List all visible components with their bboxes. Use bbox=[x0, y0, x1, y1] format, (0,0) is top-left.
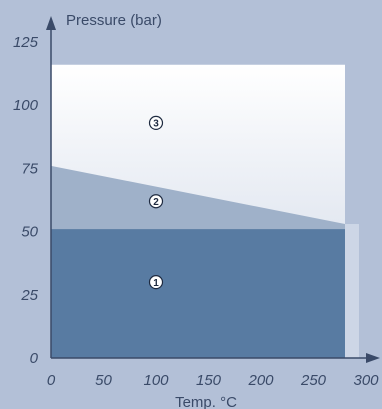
zone-right-strip bbox=[345, 224, 359, 358]
y-tick-label-75: 75 bbox=[21, 160, 38, 177]
y-tick-label-25: 25 bbox=[20, 287, 38, 304]
zone-3-label: 3 bbox=[153, 119, 159, 130]
zone-1-area bbox=[51, 229, 345, 358]
x-axis-arrow bbox=[366, 353, 380, 363]
y-axis-arrow bbox=[46, 16, 56, 30]
ticks-layer: 0 25 50 75 100 125 0 50 100 150 200 250 300 bbox=[13, 34, 379, 389]
zone-1-label-circle bbox=[148, 275, 164, 290]
axes-layer bbox=[46, 16, 380, 363]
x-tick-label-300: 300 bbox=[353, 372, 379, 389]
zones-layer: 3 2 1 bbox=[51, 64, 359, 359]
zone-2-label-circle bbox=[148, 194, 164, 209]
x-axis-title: Temp. °C bbox=[175, 394, 237, 409]
zone-2-label: 2 bbox=[153, 197, 159, 208]
y-tick-label-50: 50 bbox=[21, 224, 38, 241]
x-tick-label-100: 100 bbox=[143, 372, 169, 389]
x-tick-label-0: 0 bbox=[47, 372, 56, 389]
y-tick-label-0: 0 bbox=[30, 350, 39, 367]
x-tick-label-150: 150 bbox=[196, 372, 222, 389]
x-tick-label-50: 50 bbox=[95, 372, 112, 389]
x-tick-label-250: 250 bbox=[300, 372, 327, 389]
x-tick-label-200: 200 bbox=[247, 372, 274, 389]
zone-3-label-circle bbox=[148, 115, 164, 130]
y-tick-label-125: 125 bbox=[13, 34, 39, 51]
y-axis-title: Pressure (bar) bbox=[66, 12, 162, 29]
y-tick-label-100: 100 bbox=[13, 97, 39, 114]
zone-1-label: 1 bbox=[153, 278, 159, 289]
